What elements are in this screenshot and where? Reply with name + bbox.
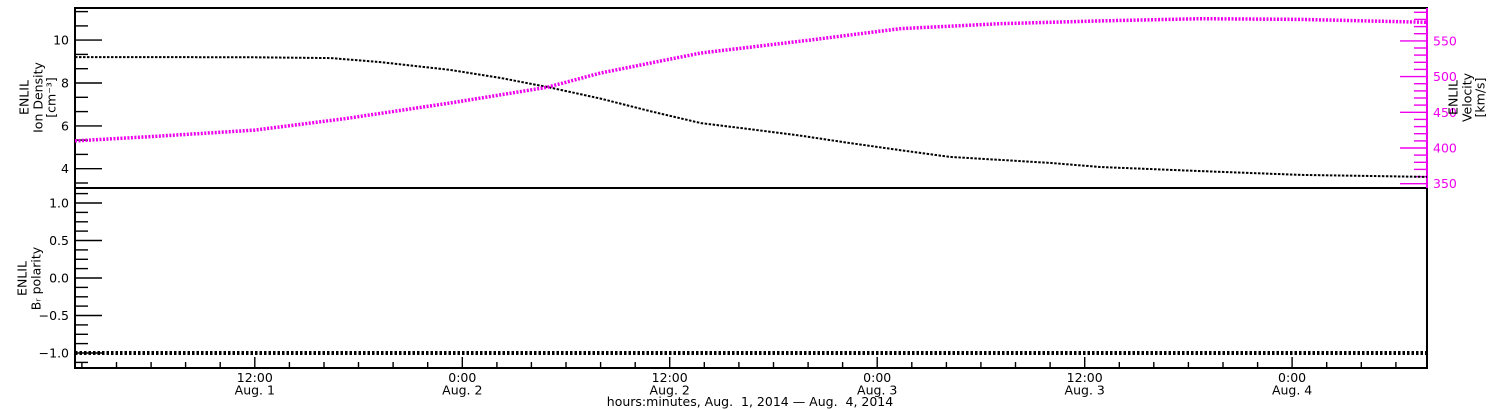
- velocity-axis-tick-label: 450: [1433, 105, 1457, 120]
- x-axis-tick-time: 12:00: [1067, 370, 1103, 385]
- density-axis-tick-label: 4: [61, 161, 69, 176]
- velocity-curve: [74, 16, 1428, 143]
- velocity-axis-tick-label: 400: [1433, 141, 1457, 156]
- velocity-axis-title-line: Velocity: [1459, 72, 1475, 123]
- density-axis-title-line: Ion Density: [30, 62, 46, 133]
- x-axis-tick-time: 0:00: [448, 370, 476, 385]
- polarity-axis-tick-label: 0.5: [49, 233, 69, 248]
- velocity-axis-tick-label: 350: [1433, 176, 1457, 191]
- x-axis-tick-date: Aug. 1: [235, 383, 275, 398]
- polarity-axis-title: ENLIL Bᵣ polarity: [14, 204, 44, 354]
- x-axis-title: hours:minutes, Aug. 1, 2014 — Aug. 4, 20…: [606, 394, 894, 409]
- density-axis-title-line: [cm⁻³]: [43, 77, 59, 118]
- polarity-axis-title-line: ENLIL: [14, 261, 30, 296]
- x-axis-tick-time: 0:00: [863, 370, 891, 385]
- polarity-axis-tick-label: 0.0: [49, 271, 69, 286]
- x-axis-tick-date: Aug. 4: [1272, 383, 1312, 398]
- x-axis-tick-time: 12:00: [237, 370, 273, 385]
- velocity-axis-title: ENLIL Velocity [km/s]: [1445, 23, 1488, 173]
- top-panel-frame: [74, 7, 1428, 189]
- density-axis-tick-label: 10: [53, 33, 69, 48]
- x-axis-tick-time: 0:00: [1278, 370, 1306, 385]
- density-axis-tick-label: 8: [61, 76, 69, 91]
- bottom-panel-frame: [74, 187, 1428, 369]
- x-axis-tick-date: Aug. 3: [857, 383, 897, 398]
- polarity-axis-tick-label: −1.0: [39, 346, 69, 361]
- x-axis-tick-date: Aug. 2: [442, 383, 482, 398]
- polarity-axis-tick-label: 1.0: [49, 196, 69, 211]
- x-axis-tick-date: Aug. 3: [1065, 383, 1105, 398]
- velocity-axis-tick-label: 500: [1433, 69, 1457, 84]
- velocity-axis-tick-label: 550: [1433, 33, 1457, 48]
- density-axis-title: ENLIL Ion Density [cm⁻³]: [16, 23, 59, 173]
- velocity-axis-title-line: ENLIL: [1445, 80, 1461, 115]
- density-axis-tick-label: 6: [61, 118, 69, 133]
- x-axis-tick-date: Aug. 2: [650, 383, 690, 398]
- polarity-axis-tick-label: −0.5: [39, 308, 69, 323]
- velocity-axis-title-line: [km/s]: [1472, 77, 1488, 118]
- polarity-axis-title-line: Bᵣ polarity: [28, 246, 43, 311]
- ion-density-curve: [75, 56, 1428, 178]
- x-axis-tick-time: 12:00: [652, 370, 688, 385]
- density-axis-title-line: ENLIL: [16, 80, 32, 115]
